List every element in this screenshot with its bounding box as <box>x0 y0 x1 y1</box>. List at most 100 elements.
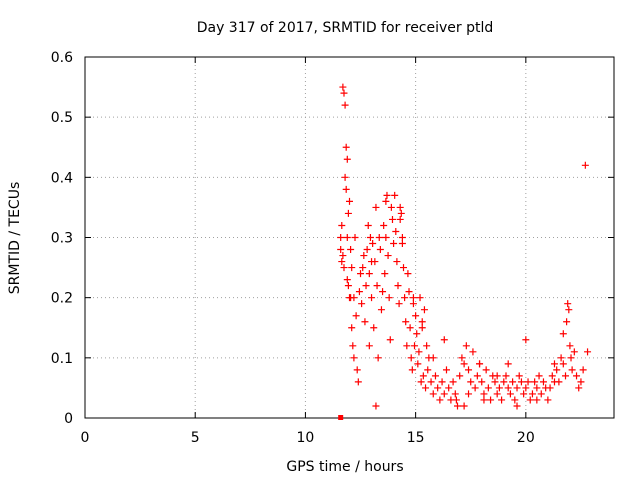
data-point <box>338 221 346 229</box>
x-tick-label: 10 <box>297 430 315 446</box>
data-point <box>462 342 470 350</box>
data-point <box>520 390 528 398</box>
data-point <box>562 372 570 380</box>
data-point <box>471 384 479 392</box>
data-point <box>500 378 508 386</box>
data-point <box>340 264 348 272</box>
data-point <box>418 324 426 332</box>
data-point <box>509 378 517 386</box>
data-point <box>372 203 380 211</box>
data-point <box>487 396 495 404</box>
data-point <box>393 258 401 266</box>
data-point <box>365 270 373 278</box>
data-point <box>418 318 426 326</box>
data-point <box>522 384 530 392</box>
data-point <box>504 384 512 392</box>
data-point <box>434 384 442 392</box>
data-point <box>398 240 406 248</box>
data-point <box>548 372 556 380</box>
data-point <box>402 318 410 326</box>
data-point <box>348 324 356 332</box>
data-point <box>337 234 345 241</box>
data-point <box>440 390 448 398</box>
data-point <box>553 366 561 374</box>
data-point <box>559 330 567 338</box>
data-point <box>417 378 425 386</box>
data-point <box>476 360 484 368</box>
data-point <box>524 378 532 386</box>
data-point <box>397 209 405 217</box>
data-point <box>352 312 360 320</box>
data-point <box>544 396 552 404</box>
data-point <box>351 234 359 241</box>
data-point <box>442 366 450 374</box>
data-point <box>350 354 358 362</box>
data-point <box>526 396 534 404</box>
data-point <box>573 372 581 380</box>
data-point <box>390 240 398 248</box>
data-point <box>557 354 565 362</box>
data-point <box>506 390 514 398</box>
data-point <box>480 396 488 404</box>
data-point <box>436 396 444 404</box>
data-points <box>337 83 592 420</box>
y-tick-label: 0.1 <box>51 351 73 367</box>
data-point <box>357 270 365 278</box>
data-point <box>424 366 432 374</box>
data-point <box>420 306 428 314</box>
x-axis-ticks: 0 5 10 15 20 <box>81 57 535 446</box>
data-point <box>515 372 523 380</box>
data-point <box>358 300 366 308</box>
x-axis-label: GPS time / hours <box>286 459 403 475</box>
data-point <box>550 360 558 368</box>
data-point <box>407 354 415 362</box>
data-point <box>347 294 355 302</box>
data-point <box>465 390 473 398</box>
data-point <box>411 342 419 350</box>
data-point <box>460 360 468 368</box>
data-point <box>343 155 351 163</box>
y-tick-label: 0 <box>64 411 73 427</box>
data-point <box>577 378 585 386</box>
data-point <box>559 360 567 368</box>
data-point <box>355 288 363 296</box>
data-point <box>382 197 390 205</box>
data-point <box>482 366 490 374</box>
data-point <box>349 342 357 350</box>
data-point <box>392 227 400 235</box>
data-point <box>405 288 413 296</box>
data-point-zero <box>338 415 344 420</box>
data-point <box>377 306 385 314</box>
data-point <box>391 191 399 199</box>
data-point <box>575 384 583 392</box>
data-point <box>570 348 578 356</box>
data-point <box>339 83 347 91</box>
data-point <box>539 378 547 386</box>
data-point <box>449 378 457 386</box>
data-point <box>404 270 412 278</box>
data-point <box>458 354 466 362</box>
data-point <box>379 288 387 296</box>
data-point <box>480 390 488 398</box>
data-point <box>584 348 592 356</box>
data-point <box>504 360 512 368</box>
data-point <box>513 384 521 392</box>
data-point <box>368 294 376 302</box>
data-point <box>414 360 422 368</box>
data-point <box>396 203 404 211</box>
data-point <box>546 384 554 392</box>
data-point <box>365 342 373 350</box>
data-point <box>438 378 446 386</box>
data-point <box>579 366 587 374</box>
data-point <box>372 402 380 410</box>
data-point <box>383 191 391 199</box>
data-point <box>382 234 390 241</box>
data-point <box>353 366 361 374</box>
data-point <box>344 209 352 217</box>
data-point <box>568 366 576 374</box>
data-point <box>555 378 563 386</box>
data-point <box>460 402 468 410</box>
data-point <box>440 336 448 344</box>
